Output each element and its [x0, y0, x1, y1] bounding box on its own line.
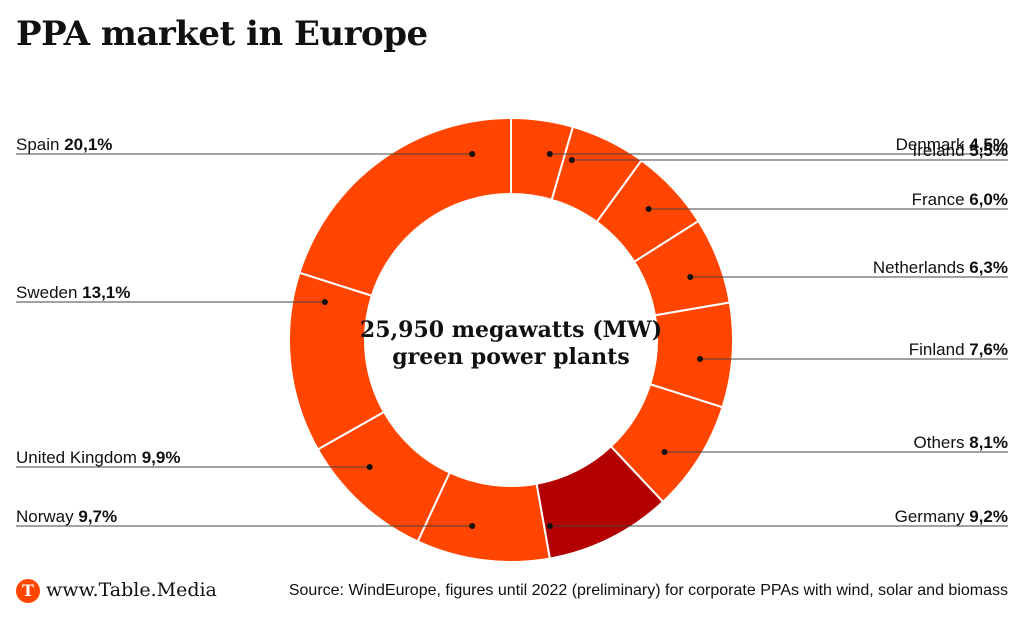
slice-label-name: Germany	[895, 507, 970, 526]
slice-label-value: 6,3%	[969, 258, 1008, 277]
slice-label-united-kingdom: United Kingdom 9,9%	[16, 448, 180, 467]
slice-label-name: Spain	[16, 135, 64, 154]
slice-label-name: Others	[914, 433, 970, 452]
brand-link[interactable]: www.Table.Media	[46, 579, 217, 601]
leader-dot-denmark	[546, 151, 553, 157]
leader-dot-germany	[546, 523, 553, 529]
slice-label-denmark: Denmark 4,5%	[896, 135, 1008, 154]
table-media-logo-icon: T	[16, 579, 40, 603]
footer: T www.Table.Media Source: WindEurope, fi…	[16, 576, 1008, 606]
slice-label-value: 20,1%	[64, 135, 112, 154]
leader-dot-others	[661, 449, 668, 455]
slice-label-name: France	[912, 190, 970, 209]
slice-label-value: 9,7%	[78, 507, 117, 526]
slice-label-value: 4,5%	[969, 135, 1008, 154]
slice-label-sweden: Sweden 13,1%	[16, 283, 130, 302]
slice-label-value: 9,9%	[142, 448, 181, 467]
leader-dot-sweden	[321, 299, 328, 305]
slice-labels: Denmark 4,5%Ireland 5,5% France 6,0% Nethe…	[16, 135, 1008, 526]
leader-dot-norway	[469, 523, 476, 529]
slice-label-name: Ireland	[913, 141, 970, 160]
slice-label-name: Netherlands	[873, 258, 969, 277]
slice-label-spain: Spain 20,1%	[16, 135, 112, 154]
slice-label-value: 7,6%	[969, 340, 1008, 359]
slice-label-name: Norway	[16, 507, 78, 526]
leader-dot-finland	[697, 356, 704, 362]
slice-label-value: 8,1%	[969, 433, 1008, 452]
slice-label-name: Denmark	[896, 135, 970, 154]
slice-label-ireland: Ireland 5,5%	[913, 141, 1008, 160]
slice-label-france: France 6,0%	[912, 190, 1008, 209]
leader-dot-netherlands	[687, 274, 694, 280]
slice-label-name: United Kingdom	[16, 448, 142, 467]
donut-slices	[288, 116, 734, 563]
source-note: Source: WindEurope, figures until 2022 (…	[288, 582, 1008, 599]
slice-label-name: Finland	[909, 340, 969, 359]
slice-label-norway: Norway 9,7%	[16, 507, 117, 526]
slice-label-value: 6,0%	[969, 190, 1008, 209]
leader-dot-ireland	[568, 157, 575, 163]
center-label-line-2: green power plants	[392, 344, 629, 370]
slice-label-others: Others 8,1%	[914, 433, 1009, 452]
donut-slice-spain	[298, 116, 512, 298]
leader-dot-france	[645, 206, 652, 212]
slice-label-name: Sweden	[16, 283, 82, 302]
chart-title: PPA market in Europe	[16, 14, 428, 54]
slice-label-finland: Finland 7,6%	[909, 340, 1008, 359]
slice-label-value: 9,2%	[969, 507, 1008, 526]
leader-dot-spain	[469, 151, 476, 157]
leader-lines	[16, 151, 1008, 529]
slice-label-value: 13,1%	[82, 283, 130, 302]
slice-label-value: 5,5%	[969, 141, 1008, 160]
slice-label-germany: Germany 9,2%	[895, 507, 1008, 526]
center-label-line-1: 25,950 megawatts (MW)	[360, 317, 662, 343]
leader-dot-united-kingdom	[366, 464, 373, 470]
slice-label-netherlands: Netherlands 6,3%	[873, 258, 1008, 277]
